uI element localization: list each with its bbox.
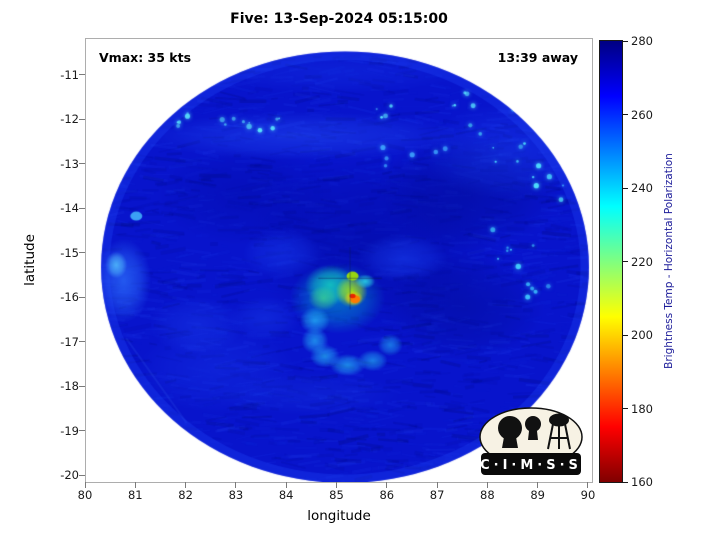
- y-tick-label: -12: [60, 112, 79, 127]
- x-axis-label: longitude: [307, 508, 371, 524]
- colorbar-tick-label: 180: [631, 401, 653, 416]
- water-tower-icon: [547, 413, 571, 450]
- x-tick-label: 81: [127, 488, 143, 502]
- y-tick-label: -15: [60, 245, 79, 260]
- x-tick-label: 84: [278, 488, 294, 502]
- cimss-logo-text: C·I·M·S·S: [480, 458, 582, 473]
- colorbar-tick-label: 240: [631, 181, 653, 195]
- y-tick-label: -20: [60, 468, 79, 483]
- colorbar-tick-mark: [623, 187, 628, 189]
- colorbar: [599, 40, 623, 483]
- vmax-annotation: Vmax: 35 kts: [99, 50, 192, 65]
- y-tick-label: -16: [60, 290, 79, 305]
- colorbar-tick-mark: [623, 261, 628, 262]
- y-tick-label: -18: [60, 379, 79, 394]
- colorbar-tick-label: 220: [631, 254, 653, 269]
- y-tick-label: -19: [60, 423, 79, 438]
- chart-title: Five: 13-Sep-2024 05:15:00: [230, 11, 448, 27]
- x-tick-label: 83: [228, 488, 244, 502]
- swath-canvas: [86, 39, 592, 482]
- x-tick-label: 82: [178, 488, 193, 502]
- colorbar-tick-label: 200: [631, 328, 653, 342]
- colorbar-tick-label: 160: [631, 475, 653, 489]
- x-tick-label: 89: [530, 488, 545, 502]
- x-tick-label: 85: [329, 488, 344, 502]
- logo-banner: [481, 453, 581, 475]
- cimss-logo: C·I·M·S·S: [479, 407, 583, 475]
- colorbar-tick-mark: [623, 114, 628, 115]
- colorbar-tick-mark: [623, 40, 628, 42]
- colorbar-tick-mark: [623, 481, 628, 483]
- y-tick-label: -14: [60, 201, 79, 216]
- x-tick-label: 86: [379, 488, 395, 502]
- y-axis-label: latitude: [22, 234, 38, 286]
- colorbar-tick-mark: [623, 408, 628, 409]
- colorbar-tick-mark: [623, 334, 628, 336]
- y-tick-label: -17: [60, 334, 79, 349]
- colorbar-label: Brightness Temp - Horizontal Polarizatio…: [663, 153, 675, 369]
- y-tick-label: -13: [60, 156, 79, 171]
- colorbar-tick-label: 280: [631, 34, 653, 48]
- x-tick-label: 80: [77, 488, 93, 502]
- x-tick-label: 87: [429, 488, 445, 502]
- colorbar-tick-label: 260: [631, 107, 653, 122]
- radome-icon: [498, 416, 541, 448]
- time-away-annotation: 13:39 away: [497, 50, 578, 65]
- plot-area: Vmax: 35 kts 13:39 away C·I·M·S·S: [85, 38, 593, 483]
- y-tick-label: -11: [60, 67, 79, 82]
- x-tick-label: 90: [580, 488, 596, 502]
- x-tick-label: 88: [480, 488, 495, 502]
